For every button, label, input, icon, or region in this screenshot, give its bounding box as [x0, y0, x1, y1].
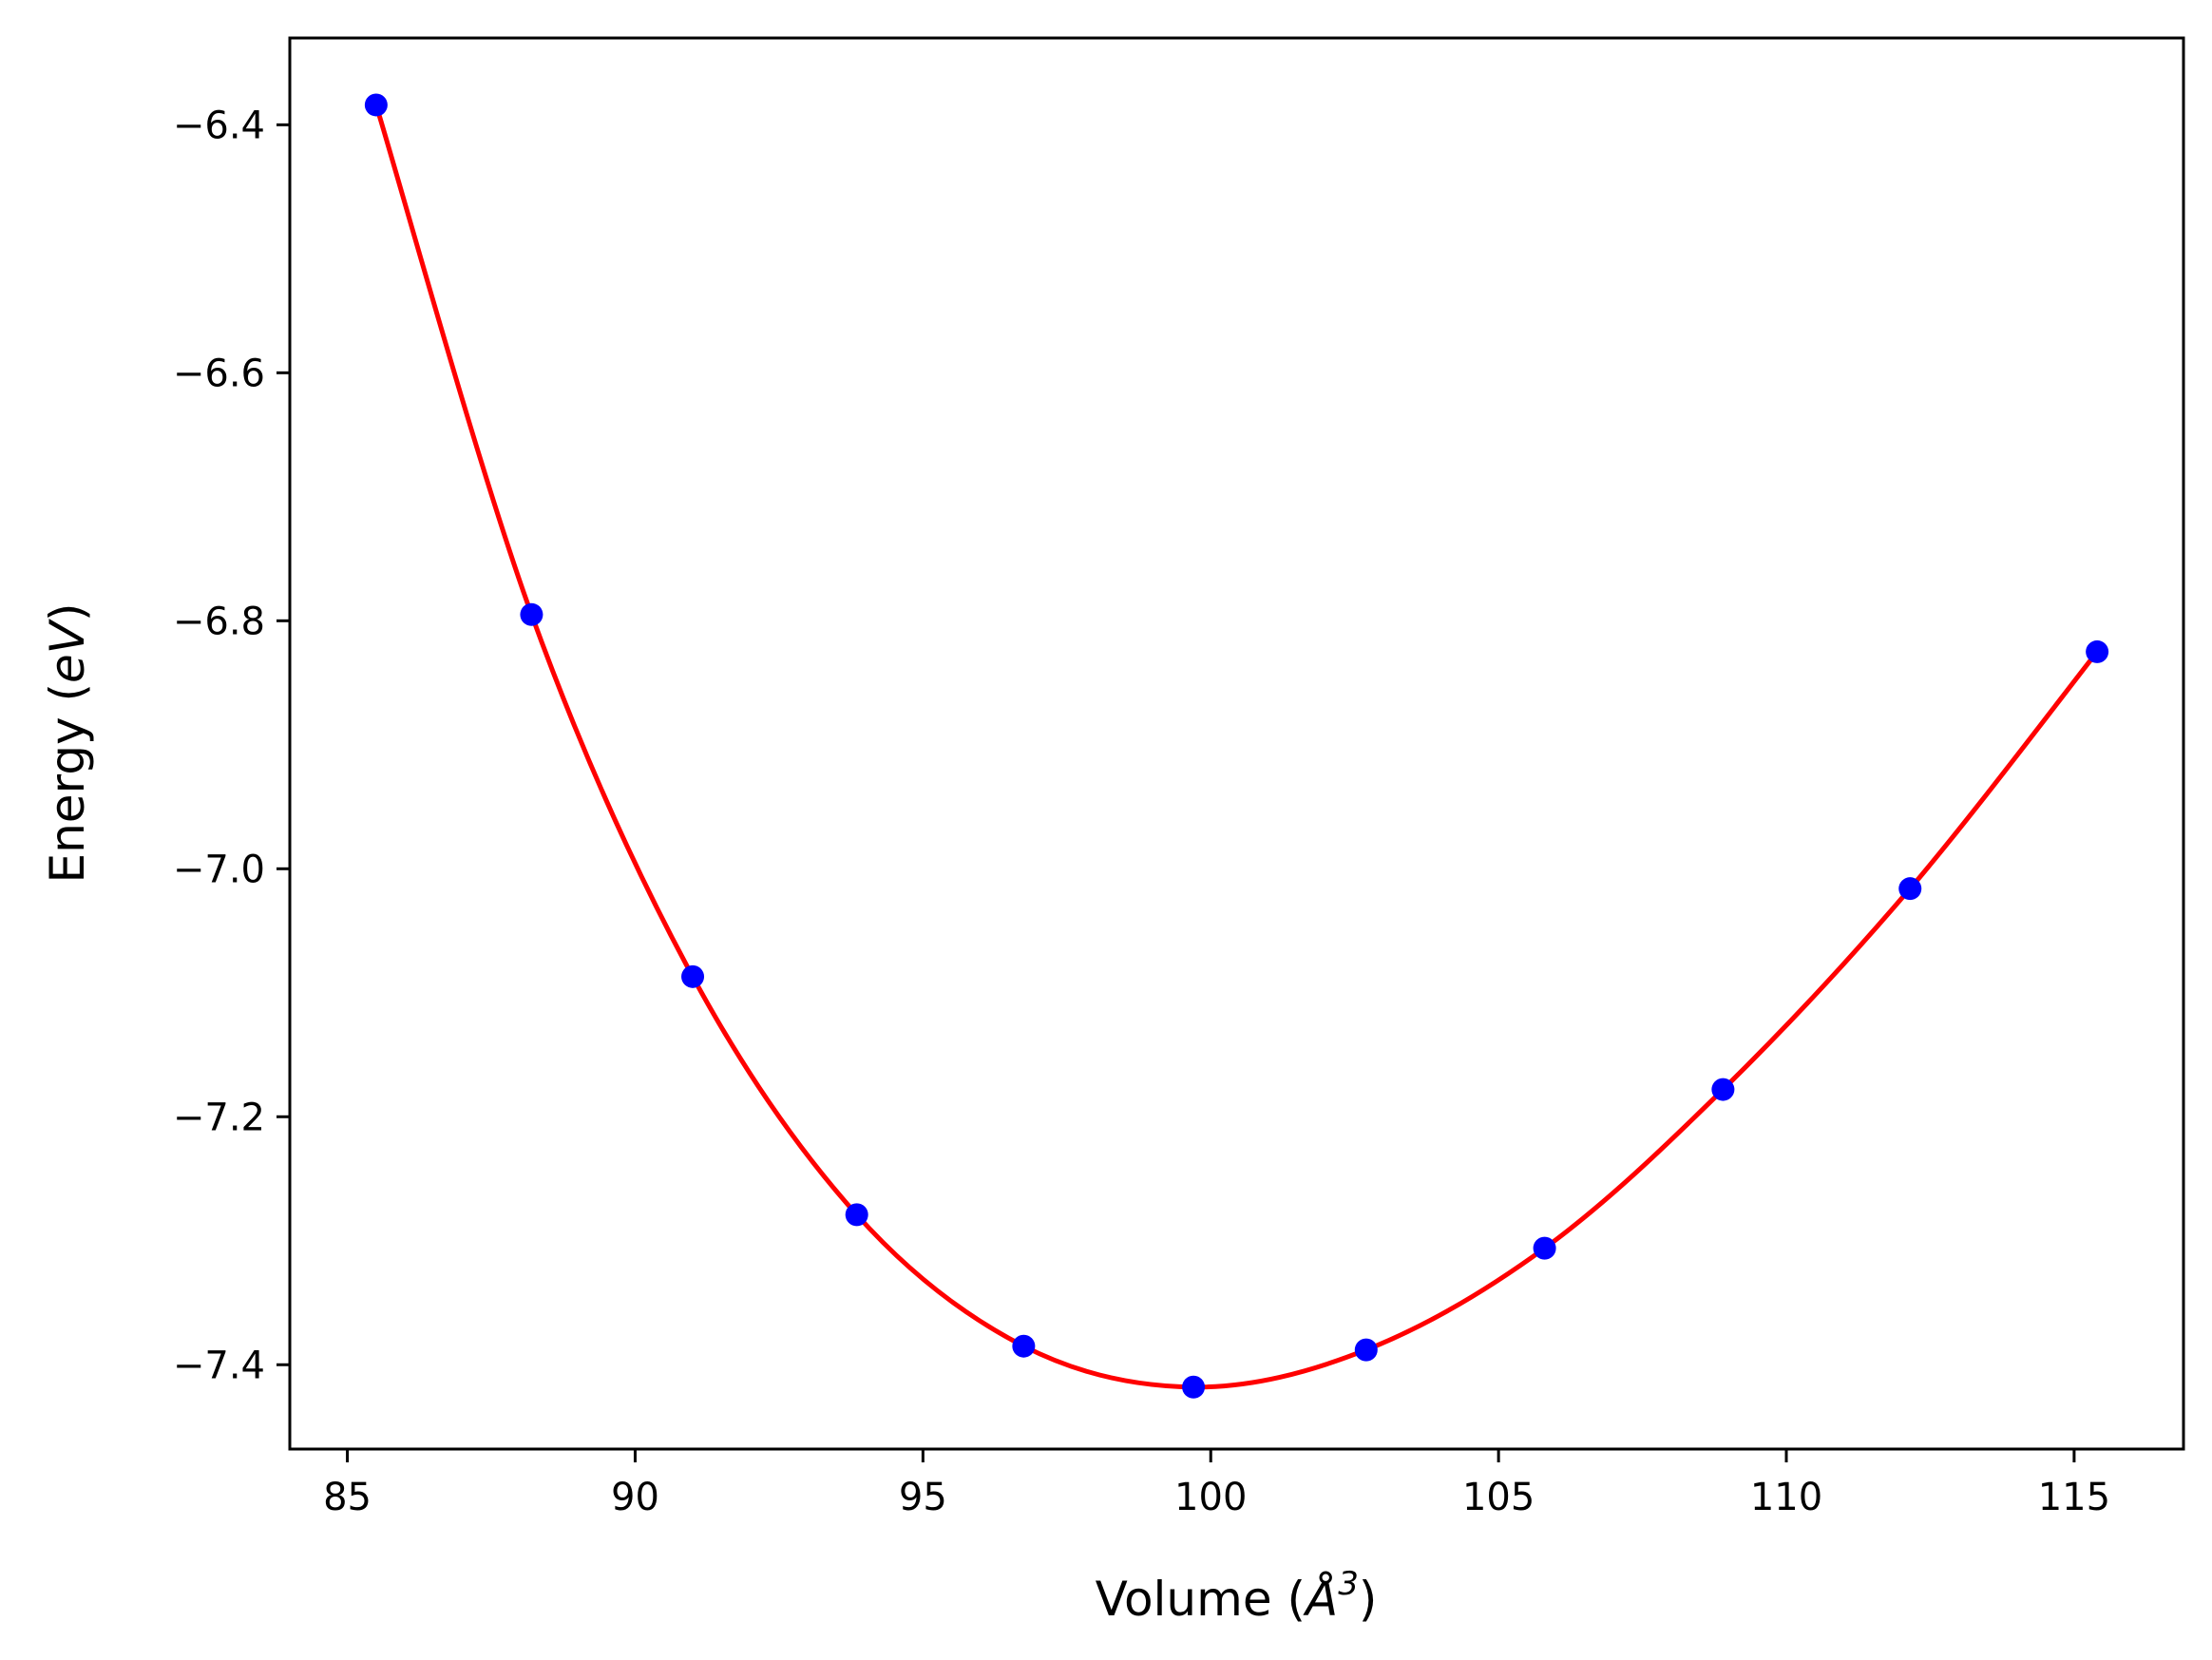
data-point — [520, 602, 543, 626]
data-point — [681, 964, 705, 988]
y-axis-label: Energy (eV) — [40, 603, 95, 884]
data-points — [364, 93, 2109, 1399]
y-axis-label-close: ) — [40, 603, 95, 622]
x-tick-label: 100 — [1174, 1476, 1247, 1519]
y-axis-label-unit: eV — [40, 618, 95, 683]
data-point — [1711, 1078, 1735, 1101]
x-tick-label: 105 — [1462, 1476, 1535, 1519]
plot-area — [290, 38, 2183, 1449]
data-point — [1354, 1338, 1378, 1362]
x-tick-label: 90 — [611, 1476, 659, 1519]
y-tick-label: −7.0 — [173, 848, 265, 891]
data-point — [1012, 1334, 1036, 1358]
x-axis-label: Volume (Å3) — [1096, 1565, 1378, 1627]
data-point — [364, 93, 388, 117]
y-tick-label: −6.8 — [173, 600, 265, 643]
data-point — [845, 1203, 868, 1227]
y-tick-label: −6.6 — [173, 352, 265, 395]
x-tick-label: 110 — [1750, 1476, 1822, 1519]
fit-curve — [373, 104, 2100, 1390]
data-point — [1898, 877, 1922, 901]
x-axis-label-close: ) — [1359, 1572, 1378, 1627]
data-point — [1182, 1375, 1206, 1399]
x-axis-label-exponent: 3 — [1338, 1565, 1359, 1603]
y-tick-label: −7.2 — [173, 1096, 265, 1139]
y-tick-label: −7.4 — [173, 1344, 265, 1387]
ticks-group: 85 90 95 100 105 110 115 −6.4 −6.6 −6.8 −7.0 −7.2 −7… — [173, 104, 2110, 1519]
x-tick-label: 85 — [323, 1476, 372, 1519]
data-point — [1533, 1236, 1556, 1260]
x-tick-label: 115 — [2038, 1476, 2110, 1519]
plot-frame — [288, 36, 2185, 1451]
data-point — [2086, 639, 2109, 663]
x-axis-label-symbol: Å — [1303, 1572, 1338, 1627]
y-tick-label: −6.4 — [173, 104, 265, 147]
x-tick-label: 95 — [899, 1476, 947, 1519]
